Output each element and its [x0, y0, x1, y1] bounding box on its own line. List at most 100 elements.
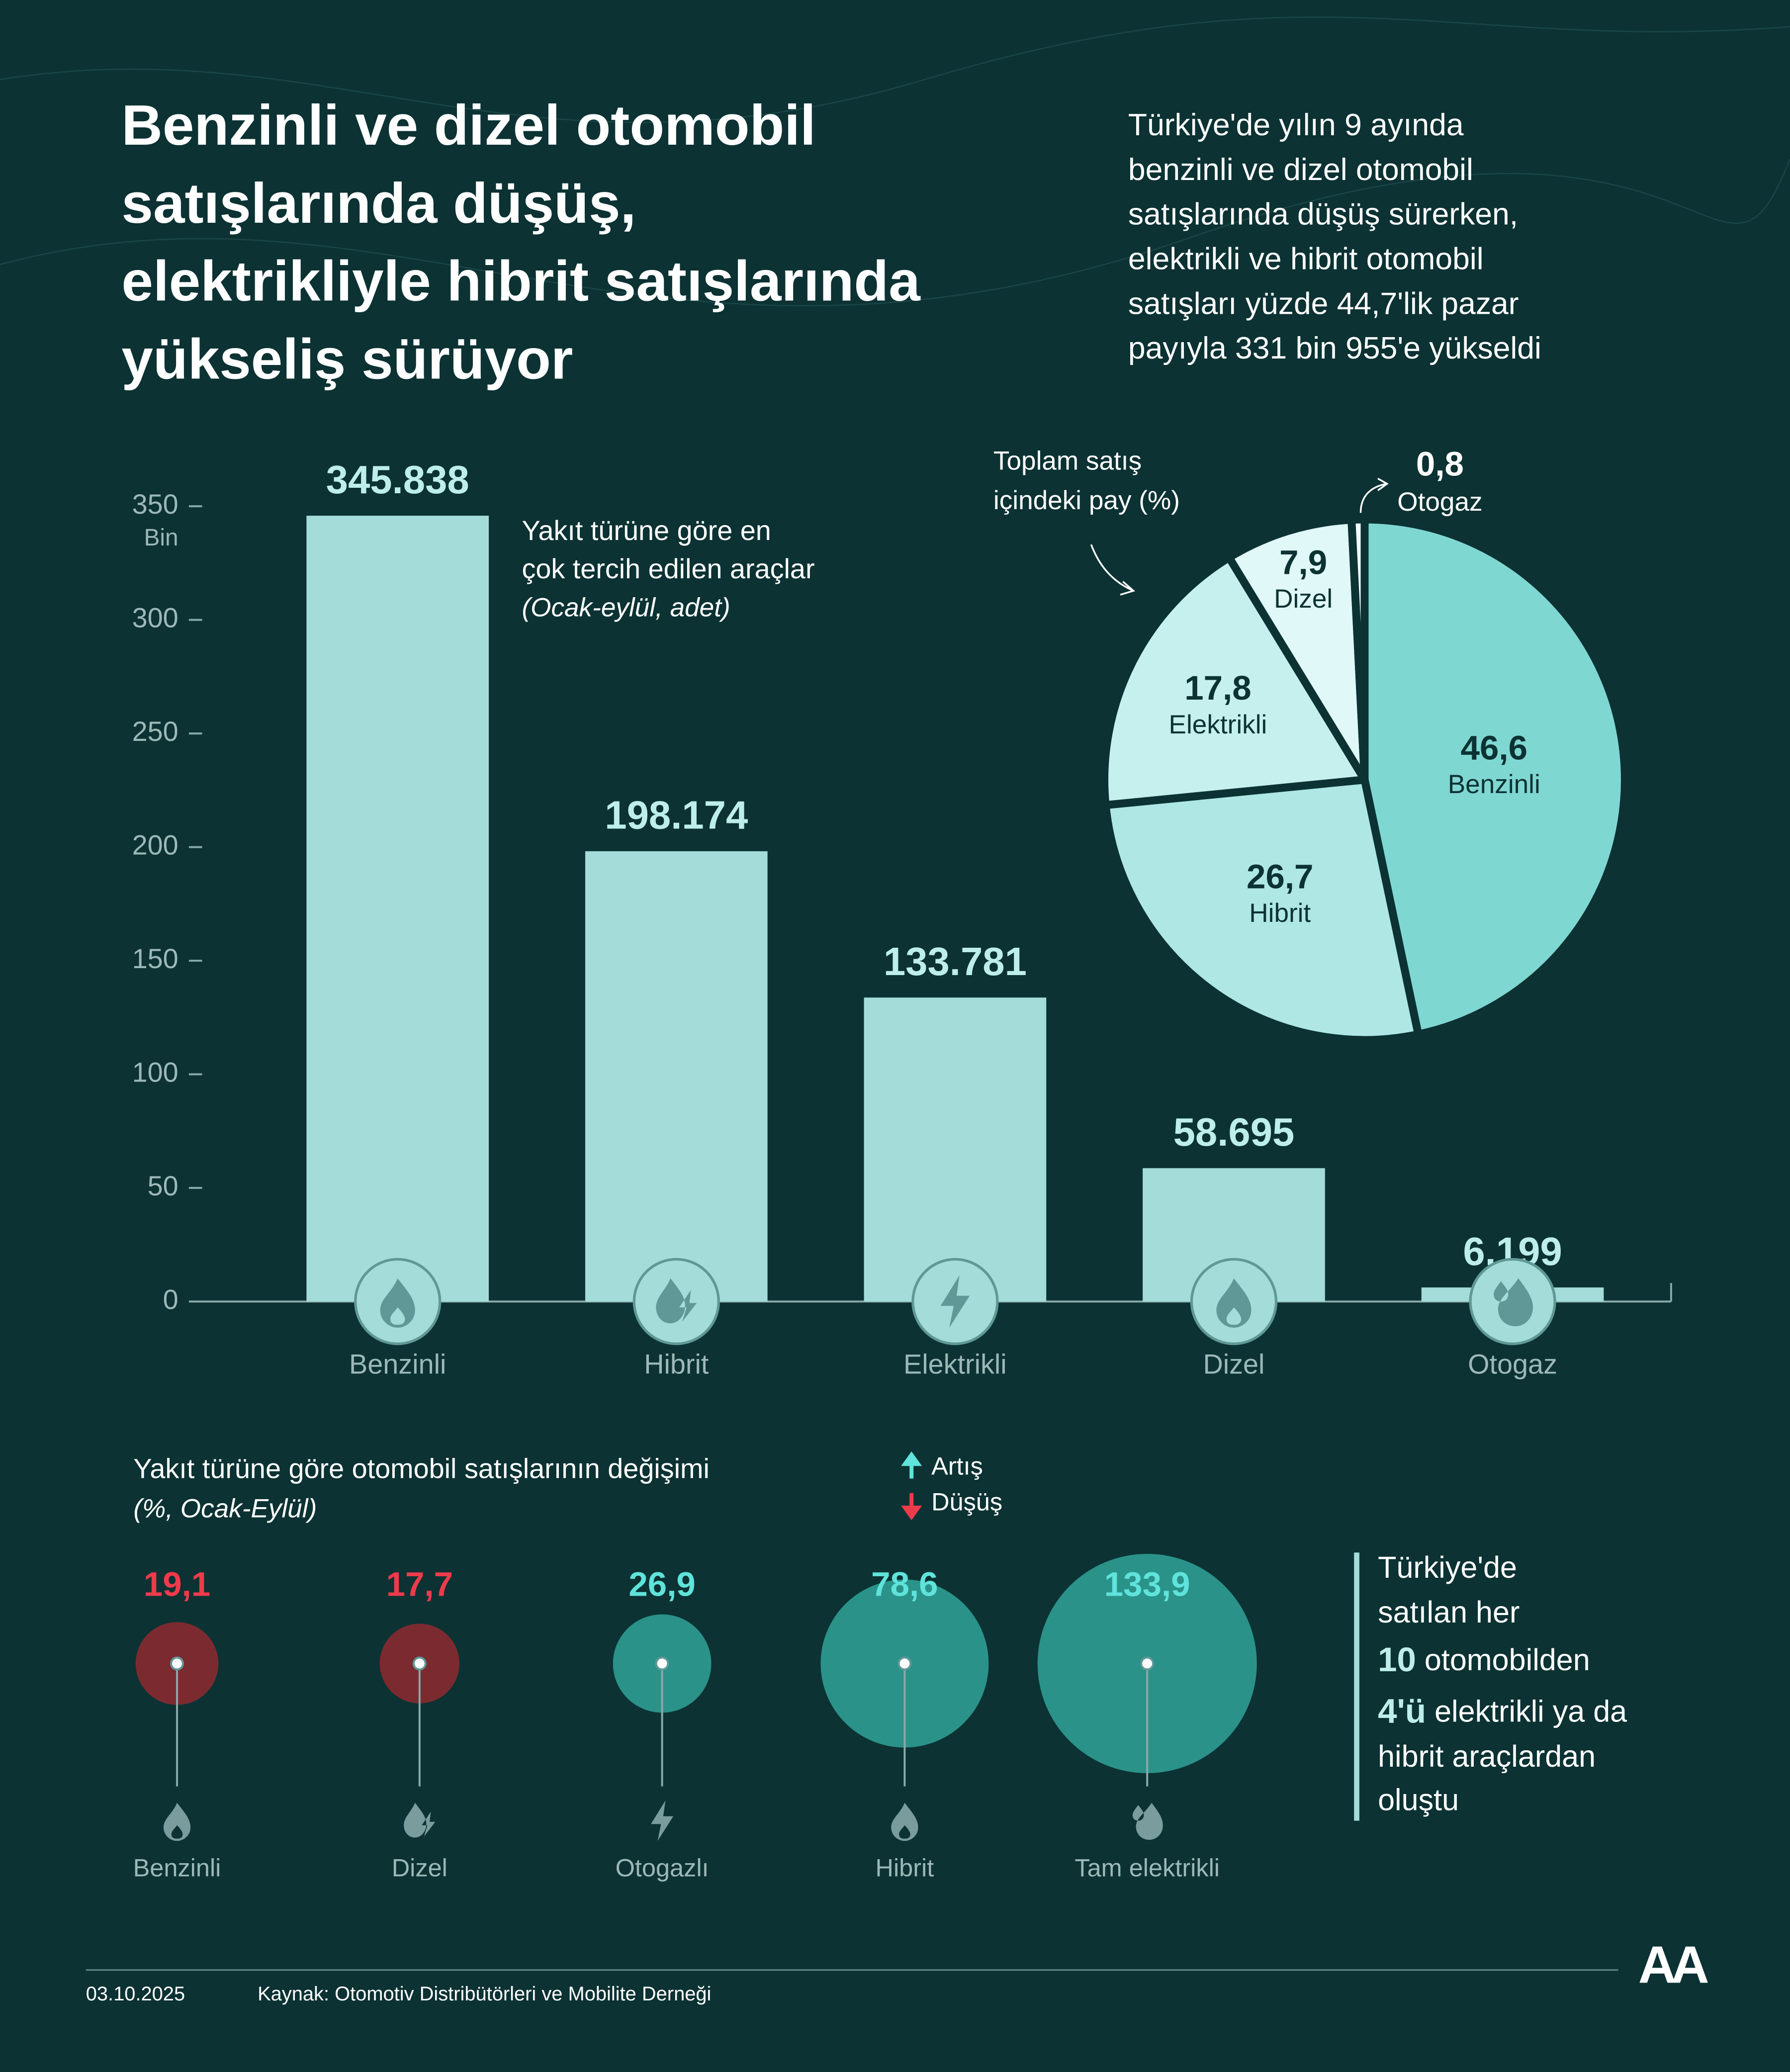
annotation: Yakıt türüne göre en	[522, 515, 771, 546]
pie-slice	[1100, 553, 1369, 810]
icon	[891, 1802, 918, 1841]
pie-label: Benzinli	[1448, 770, 1540, 799]
pie-value-label: 0,8	[1416, 445, 1464, 483]
pie-label: Dizel	[1274, 584, 1333, 614]
callout-bar	[1354, 1552, 1359, 1821]
annotation: çok tercih edilen araçlar	[522, 553, 814, 584]
legend-arrow	[901, 1451, 922, 1479]
pie-label: Elektrikli	[1169, 710, 1267, 739]
y-tick-label: 250	[132, 716, 179, 747]
callout-line: Türkiye'de	[1378, 1550, 1517, 1584]
stem-dot	[1140, 1656, 1155, 1671]
callout-text: 4'ü	[1378, 1692, 1426, 1730]
title: elektrikliyle hibrit satışlarında	[121, 250, 921, 313]
pie-slice	[1360, 515, 1629, 1039]
pie-slice	[1225, 516, 1369, 784]
x-tick-label: Tam elektrikli	[1074, 1853, 1220, 1882]
icon	[656, 1278, 697, 1324]
pie-label: Hibrit	[1249, 899, 1311, 928]
y-tick-label: 100	[132, 1056, 179, 1087]
pie-title: içindeki pay (%)	[993, 486, 1180, 515]
icon	[404, 1802, 436, 1838]
x-tick-label: Otogaz	[1468, 1348, 1557, 1379]
subtitle: elektrikli ve hibrit otomobil	[1128, 241, 1484, 276]
value-label: 198.174	[605, 793, 748, 837]
stem-dot	[897, 1656, 912, 1671]
pointer-arrow	[1090, 544, 1136, 596]
bar	[585, 851, 768, 1302]
stem-dot	[655, 1656, 669, 1671]
legend-label: Artış	[931, 1452, 983, 1480]
subtitle: satışları yüzde 44,7'lik pazar	[1128, 286, 1519, 321]
y-tick-label: 300	[132, 602, 179, 633]
callout-line: 4'ü elektrikli ya da	[1378, 1692, 1627, 1730]
x-tick-label: Dizel	[1203, 1348, 1264, 1379]
chart-subtitle: (%, Ocak-Eylül)	[133, 1494, 317, 1523]
callout-line: satılan her	[1378, 1595, 1520, 1629]
title: satışlarında düşüş,	[121, 172, 636, 235]
value-label: 345.838	[326, 457, 469, 502]
y-tick-label: 50	[148, 1170, 179, 1201]
legend-arrow	[901, 1493, 922, 1521]
y-unit: Bin	[144, 525, 179, 551]
callout-text: 10	[1378, 1640, 1416, 1679]
subtitle: payıyla 331 bin 955'e yükseldi	[1128, 331, 1541, 365]
y-tick-label: 200	[132, 829, 179, 860]
x-tick-label: Hibrit	[644, 1348, 709, 1379]
subtitle: benzinli ve dizel otomobil	[1128, 152, 1473, 187]
value-label: 19,1	[144, 1565, 210, 1604]
pie-value-label: 46,6	[1461, 728, 1527, 767]
stem-dot	[170, 1656, 184, 1671]
logo: AA	[1638, 1935, 1708, 1994]
stem-dot	[412, 1656, 427, 1671]
pie-value-label: 26,7	[1247, 857, 1313, 896]
callout-text: Türkiye'de	[1378, 1550, 1517, 1584]
value-label: 133.781	[884, 939, 1027, 984]
subtitle: satışlarında düşüş sürerken,	[1128, 197, 1518, 232]
icon	[1494, 1278, 1533, 1327]
value-label: 58.695	[1173, 1110, 1295, 1154]
pie-slice	[1101, 776, 1423, 1044]
pie-slice	[1347, 515, 1369, 784]
title: Benzinli ve dizel otomobil	[121, 94, 815, 157]
bar	[864, 997, 1047, 1302]
value-label: 78,6	[871, 1565, 938, 1604]
value-label: 17,7	[386, 1565, 453, 1604]
pie-label: Otogaz	[1397, 487, 1482, 517]
x-tick-label: Otogazlı	[616, 1853, 709, 1882]
x-tick-label: Elektrikli	[903, 1348, 1007, 1379]
callout-text: oluştu	[1378, 1783, 1459, 1817]
callout-line: 10 otomobilden	[1378, 1640, 1590, 1679]
x-tick-label: Benzinli	[349, 1348, 446, 1379]
decor	[0, 158, 1790, 307]
icon	[1216, 1278, 1252, 1328]
pointer-arrow	[1359, 477, 1389, 513]
x-tick-label: Benzinli	[133, 1853, 221, 1882]
x-tick-label: Dizel	[392, 1853, 448, 1882]
callout-text: satılan her	[1378, 1595, 1520, 1629]
title: yükseliş sürüyor	[121, 328, 573, 391]
callout-line: oluştu	[1378, 1783, 1459, 1817]
chart-title: Yakıt türüne göre otomobil satışlarının …	[133, 1452, 710, 1484]
pie-title: Toplam satış	[993, 446, 1142, 475]
y-tick-label: 350	[132, 488, 179, 520]
footer-source: Kaynak: Otomotiv Distribütörleri ve Mobi…	[258, 1983, 711, 2005]
icon	[940, 1275, 970, 1328]
y-tick-label: 150	[132, 943, 179, 974]
callout-text: hibrit araçlardan	[1378, 1739, 1596, 1773]
icon	[163, 1802, 191, 1841]
footer-date: 03.10.2025	[86, 1983, 185, 2005]
annotation: (Ocak-eylül, adet)	[522, 593, 730, 622]
callout-text: otomobilden	[1416, 1643, 1590, 1677]
callout-text: elektrikli ya da	[1426, 1695, 1627, 1728]
bar	[306, 516, 489, 1302]
pie-value-label: 17,8	[1184, 668, 1251, 707]
icon	[651, 1801, 674, 1841]
y-tick-label: 0	[163, 1283, 179, 1315]
value-label: 133,9	[1104, 1565, 1190, 1604]
decor	[0, 16, 1790, 123]
legend-label: Düşüş	[931, 1487, 1002, 1516]
pie-value-label: 7,9	[1279, 542, 1327, 581]
icon	[380, 1278, 415, 1328]
